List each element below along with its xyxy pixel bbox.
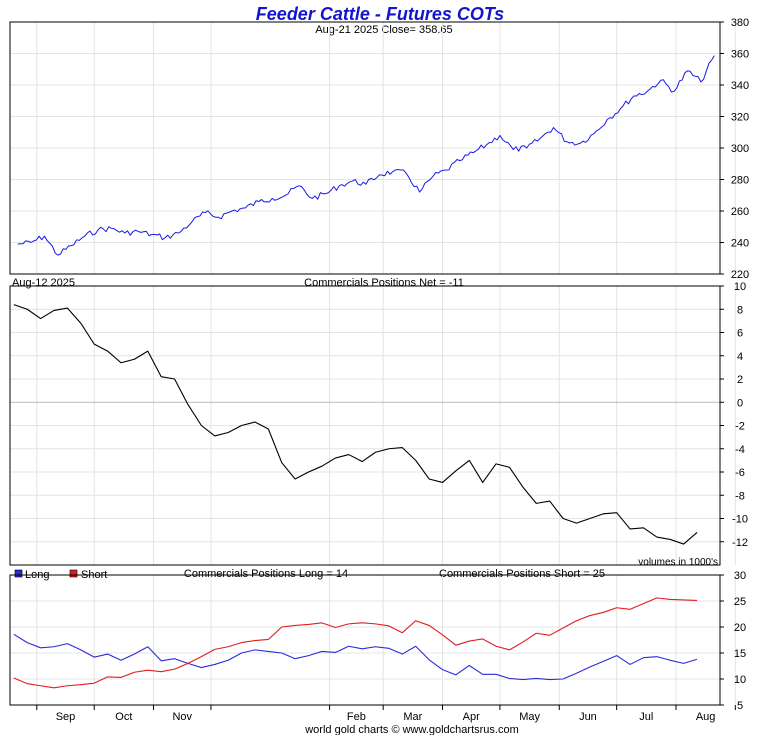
- y-tick-label: 8: [737, 304, 743, 316]
- y-tick-label: 340: [731, 80, 749, 92]
- y-tick-label: 15: [734, 648, 746, 660]
- y-tick-label: -12: [732, 537, 748, 549]
- y-tick-label: 220: [731, 269, 749, 281]
- grid-layer: [10, 21, 736, 706]
- price-panel-subtitle: Aug-21 2025 Close= 358.65: [315, 24, 452, 36]
- y-tick-label: 360: [731, 49, 749, 61]
- y-tick-label: 320: [731, 112, 749, 124]
- volume-note: volumes in 1000's: [638, 557, 718, 568]
- short-positions-label: Commercials Positions Short = 25: [439, 568, 605, 580]
- x-tick-label: Oct: [115, 711, 132, 723]
- y-tick-label: 280: [731, 175, 749, 187]
- legend-short-swatch: [69, 569, 78, 578]
- y-tick-label: -4: [735, 444, 745, 456]
- legend-long-swatch: [14, 569, 23, 578]
- x-tick-label: Apr: [463, 711, 480, 723]
- y-tick-label: 260: [731, 206, 749, 218]
- x-tick-label: Nov: [172, 711, 192, 723]
- x-tick-label: Jul: [639, 711, 653, 723]
- net-panel-date: Aug-12 2025: [12, 277, 75, 289]
- y-tick-label: 380: [731, 17, 749, 29]
- y-tick-label: 0: [737, 397, 743, 409]
- x-tick-label: Aug: [696, 711, 716, 723]
- y-tick-label: 10: [734, 281, 746, 293]
- panel-frame: [9, 285, 721, 566]
- x-tick-label: Jun: [579, 711, 597, 723]
- y-tick-label: 30: [734, 570, 746, 582]
- panel-frame: [9, 574, 721, 706]
- net-positions-line: [13, 304, 698, 545]
- y-tick-label: -8: [735, 490, 745, 502]
- chart-title: Feeder Cattle - Futures COTs: [256, 4, 504, 24]
- long-positions-line: [13, 633, 698, 681]
- short-positions-line: [13, 597, 698, 689]
- footer-credit: world gold charts © www.goldchartsrus.co…: [304, 724, 519, 735]
- y-tick-label: -10: [732, 514, 748, 526]
- y-tick-label: 6: [737, 328, 743, 340]
- y-tick-label: 2: [737, 374, 743, 386]
- y-tick-label: 5: [737, 700, 743, 712]
- y-tick-label: -2: [735, 421, 745, 433]
- y-tick-label: 4: [737, 351, 743, 363]
- price-line: [17, 55, 715, 256]
- net-panel-subtitle: Commercials Positions Net = -11: [304, 277, 464, 289]
- y-tick-label: 10: [734, 674, 746, 686]
- panel-frame: [9, 21, 721, 275]
- x-tick-label: Sep: [56, 711, 76, 723]
- y-tick-label: -6: [735, 467, 745, 479]
- y-tick-label: 300: [731, 143, 749, 155]
- x-tick-label: Mar: [403, 711, 422, 723]
- y-tick-label: 20: [734, 622, 746, 634]
- y-tick-label: 25: [734, 596, 746, 608]
- x-tick-label: Feb: [347, 711, 366, 723]
- y-tick-label: 240: [731, 238, 749, 250]
- x-tick-label: May: [519, 711, 540, 723]
- long-positions-label: Commercials Positions Long = 14: [184, 568, 348, 580]
